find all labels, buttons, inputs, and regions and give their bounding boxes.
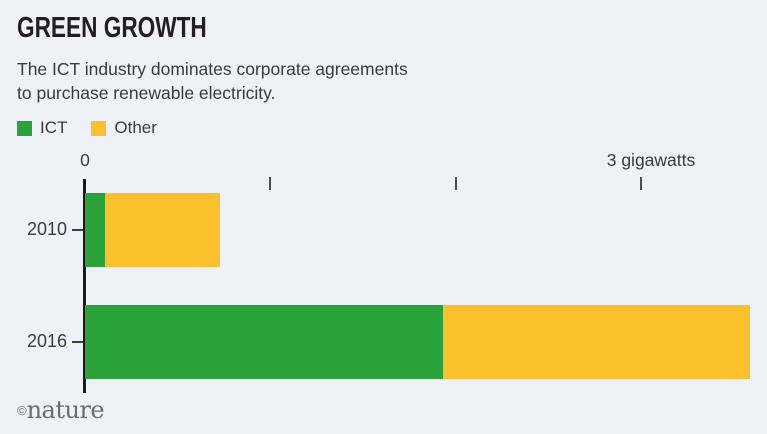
legend-item-other: Other — [91, 118, 157, 138]
category-label-2016: 2016 — [26, 331, 67, 351]
legend: ICT Other — [17, 118, 157, 138]
x-axis-tick-1gw — [269, 177, 272, 190]
legend-item-ict: ICT — [17, 118, 67, 138]
bar-segment-other-2010 — [105, 193, 221, 267]
legend-swatch-other — [91, 120, 107, 136]
chart-title: GREEN GROWTH — [17, 12, 207, 44]
x-axis-tick-2gw — [454, 177, 457, 190]
subtitle-line-2: to purchase renewable electricity. — [17, 83, 276, 103]
legend-label-ict: ICT — [40, 118, 68, 137]
x-axis-tick-3gw — [639, 177, 642, 190]
bar-segment-ict-2010 — [85, 193, 106, 267]
copyright-icon: © — [17, 403, 27, 418]
nature-wordmark: nature — [26, 396, 105, 424]
axis-label-zero: 0 — [80, 150, 90, 170]
category-tick-2016 — [72, 341, 83, 343]
bar-segment-ict-2016 — [85, 305, 443, 379]
subtitle-line-1: The ICT industry dominates corporate agr… — [17, 59, 408, 79]
category-tick-2010 — [72, 229, 83, 231]
chart-subtitle: The ICT industry dominates corporate agr… — [17, 57, 408, 105]
nature-credit: ©nature — [17, 396, 105, 424]
category-label-2010: 2010 — [26, 219, 67, 239]
legend-label-other: Other — [114, 118, 157, 137]
y-axis-line — [83, 179, 86, 393]
bar-segment-other-2016 — [442, 305, 751, 379]
legend-swatch-ict — [17, 120, 32, 136]
axis-label-max: 3 gigawatts — [606, 150, 696, 170]
